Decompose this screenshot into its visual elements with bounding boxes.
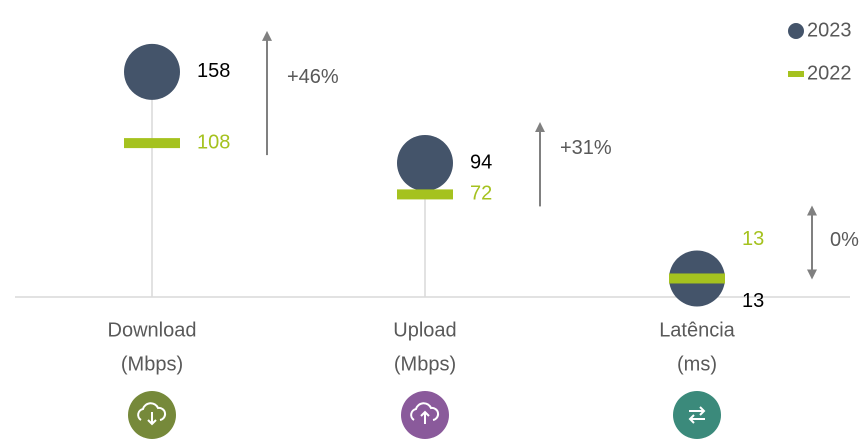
- bar-marker: [397, 189, 453, 200]
- x-tick-label: Latência: [659, 319, 735, 341]
- value-label: 108: [197, 131, 230, 153]
- legend-label: 2023: [807, 19, 852, 41]
- arrow-up: [420, 410, 430, 424]
- x-tick-label: (Mbps): [394, 353, 456, 375]
- annotation: 0%: [830, 229, 859, 251]
- value-label: 94: [470, 151, 492, 173]
- x-tick-label: Download: [108, 319, 197, 341]
- arrows: [688, 406, 706, 424]
- value-label: 72: [470, 183, 492, 205]
- icons: [128, 391, 721, 439]
- value-label: 158: [197, 60, 230, 82]
- cloud: [410, 402, 440, 421]
- x-tick-label: (ms): [677, 353, 717, 375]
- dot: [397, 135, 453, 192]
- bar-marker: [124, 138, 180, 149]
- legend-swatch: [788, 71, 804, 77]
- x-tick-label: Upload: [393, 319, 456, 341]
- x-tick-label: (Mbps): [121, 353, 183, 375]
- value-label: 13: [742, 228, 764, 250]
- annotation: +46%: [287, 66, 339, 88]
- annotation: +31%: [560, 137, 612, 159]
- legend-label: 2022: [807, 62, 852, 84]
- dot: [124, 43, 180, 100]
- cloud: [137, 402, 167, 421]
- bar-marker: [669, 273, 725, 284]
- arrow-down: [147, 412, 157, 426]
- value-label: 13: [742, 290, 764, 312]
- latency-icon: [673, 391, 721, 439]
- legend-swatch: [788, 23, 804, 39]
